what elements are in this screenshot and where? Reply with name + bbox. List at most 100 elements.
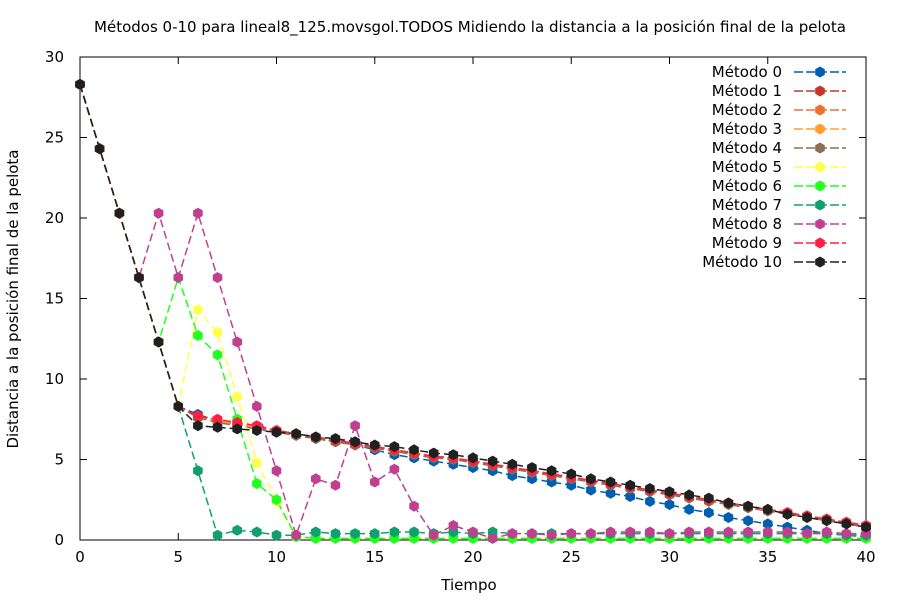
data-point-s8-21: [487, 532, 498, 544]
data-point-s0-29: [645, 495, 655, 507]
y-tick-label: 10: [45, 370, 64, 388]
data-point-s7-15: [370, 528, 380, 540]
data-point-s0-32: [704, 507, 714, 519]
data-point-s10-1: [94, 143, 105, 155]
x-tick-label: 15: [365, 548, 384, 566]
data-point-s10-26: [586, 473, 596, 485]
x-tick-label: 30: [660, 548, 679, 566]
data-point-s8-5: [173, 272, 183, 284]
data-point-s10-4: [153, 336, 164, 348]
legend-marker: [815, 142, 825, 154]
data-point-s10-24: [546, 465, 557, 477]
data-point-s0-30: [664, 499, 675, 511]
data-point-s0-31: [684, 503, 694, 515]
data-point-s8-13: [330, 479, 341, 491]
data-point-s10-9: [252, 425, 262, 436]
x-tick-label: 5: [173, 548, 183, 566]
x-tick-label: 0: [75, 548, 85, 566]
chart-title: Métodos 0-10 para lineal8_125.movsgol.TO…: [94, 18, 846, 37]
data-point-s10-32: [704, 492, 714, 504]
data-point-s8-4: [153, 207, 164, 219]
data-point-s8-18: [428, 529, 439, 541]
data-point-s6-6: [193, 330, 203, 341]
data-point-s8-24: [546, 529, 557, 541]
data-point-s8-26: [586, 528, 596, 540]
data-point-s7-6: [193, 465, 203, 477]
legend-label: Método 6: [712, 177, 782, 195]
data-point-s10-6: [193, 420, 203, 432]
data-point-s10-34: [743, 500, 753, 512]
data-point-s8-36: [782, 526, 793, 538]
data-point-s7-14: [350, 528, 360, 540]
data-point-s10-3: [134, 272, 144, 284]
data-point-s8-10: [271, 465, 282, 477]
legend-label: Método 1: [712, 82, 782, 100]
data-point-s8-38: [821, 526, 832, 538]
data-point-s7-17: [409, 526, 419, 538]
data-point-s10-33: [723, 497, 734, 509]
data-point-s8-31: [684, 526, 694, 538]
legend-marker: [815, 85, 825, 97]
x-tick-label: 10: [267, 548, 286, 566]
data-point-s10-13: [330, 433, 341, 445]
data-point-s10-23: [527, 462, 537, 474]
data-point-s6-10: [271, 494, 282, 506]
data-point-s8-30: [664, 528, 675, 540]
data-point-s10-20: [468, 452, 478, 464]
data-point-s5-9: [252, 457, 262, 469]
legend-marker: [815, 237, 825, 249]
data-point-s8-22: [507, 528, 518, 540]
data-point-s10-8: [232, 423, 242, 435]
data-point-s10-2: [114, 207, 125, 219]
y-tick-label: 0: [54, 531, 64, 549]
legend-marker: [815, 218, 825, 230]
data-point-s10-14: [350, 436, 360, 448]
x-tick-label: 20: [463, 548, 482, 566]
data-point-s10-31: [684, 489, 694, 501]
data-point-s10-12: [311, 431, 321, 443]
data-point-s5-8: [232, 391, 242, 403]
legend-marker: [815, 123, 825, 135]
data-point-s5-6: [193, 304, 203, 316]
data-point-s10-25: [566, 468, 576, 480]
data-point-s8-23: [527, 528, 537, 540]
x-tick-label: 25: [562, 548, 581, 566]
data-point-s8-29: [645, 526, 655, 538]
legend-label: Método 0: [712, 63, 782, 81]
data-point-s8-11: [291, 529, 301, 541]
data-point-s8-12: [311, 473, 321, 485]
data-point-s10-36: [782, 508, 793, 520]
data-point-s10-19: [448, 449, 459, 461]
data-point-s10-30: [664, 486, 675, 498]
legend-marker: [815, 66, 825, 78]
data-point-s8-34: [743, 526, 753, 538]
data-point-s10-40: [861, 521, 871, 533]
y-tick-label: 15: [45, 290, 64, 308]
legend-label: Método 10: [702, 253, 782, 271]
data-point-s10-10: [271, 426, 282, 438]
data-point-s8-32: [704, 526, 714, 538]
data-point-s7-10: [271, 529, 282, 541]
data-point-s10-38: [821, 515, 832, 527]
legend-marker: [815, 199, 825, 211]
data-point-s8-14: [350, 420, 360, 432]
data-point-s9-6: [193, 410, 203, 422]
data-point-s7-12: [311, 526, 321, 538]
data-point-s10-29: [645, 483, 655, 494]
data-point-s8-27: [605, 526, 616, 538]
data-point-s0-27: [605, 487, 616, 499]
legend-label: Método 3: [712, 120, 782, 138]
data-point-s5-7: [212, 326, 223, 338]
data-point-s10-27: [605, 476, 616, 488]
data-point-s8-15: [370, 476, 380, 488]
data-point-s8-28: [625, 526, 635, 538]
data-point-s10-7: [212, 421, 223, 433]
data-point-s8-6: [193, 207, 203, 219]
data-point-s10-11: [291, 428, 301, 440]
data-point-s8-20: [468, 526, 478, 538]
data-point-s8-39: [841, 528, 852, 540]
x-tick-label: 35: [758, 548, 777, 566]
